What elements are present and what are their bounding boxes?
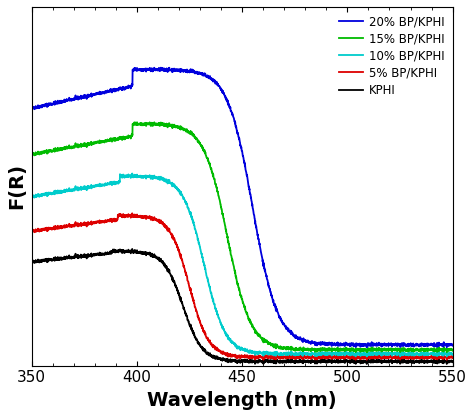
20% BP/KPHI bbox=[28, 106, 34, 111]
15% BP/KPHI bbox=[450, 348, 456, 353]
Line: 15% BP/KPHI: 15% BP/KPHI bbox=[31, 122, 453, 352]
10% BP/KPHI bbox=[28, 193, 34, 198]
5% BP/KPHI bbox=[234, 354, 239, 359]
15% BP/KPHI bbox=[50, 148, 56, 153]
5% BP/KPHI bbox=[438, 354, 444, 359]
10% BP/KPHI bbox=[360, 352, 366, 357]
20% BP/KPHI bbox=[50, 101, 56, 106]
Line: KPHI: KPHI bbox=[31, 249, 453, 364]
20% BP/KPHI bbox=[234, 126, 239, 131]
15% BP/KPHI bbox=[222, 224, 228, 229]
Legend: 20% BP/KPHI, 15% BP/KPHI, 10% BP/KPHI, 5% BP/KPHI, KPHI: 20% BP/KPHI, 15% BP/KPHI, 10% BP/KPHI, 5… bbox=[337, 13, 447, 99]
Y-axis label: F(R): F(R) bbox=[7, 163, 26, 209]
5% BP/KPHI bbox=[444, 357, 449, 362]
5% BP/KPHI bbox=[50, 226, 56, 231]
15% BP/KPHI bbox=[444, 350, 449, 355]
KPHI bbox=[129, 246, 135, 251]
5% BP/KPHI bbox=[450, 355, 456, 360]
10% BP/KPHI bbox=[222, 329, 228, 334]
10% BP/KPHI bbox=[444, 354, 449, 359]
15% BP/KPHI bbox=[28, 151, 34, 156]
15% BP/KPHI bbox=[234, 277, 239, 282]
KPHI bbox=[450, 359, 456, 364]
20% BP/KPHI bbox=[438, 343, 443, 348]
5% BP/KPHI bbox=[438, 355, 443, 360]
20% BP/KPHI bbox=[444, 345, 449, 350]
KPHI bbox=[28, 259, 34, 264]
KPHI bbox=[50, 257, 56, 262]
15% BP/KPHI bbox=[438, 348, 443, 353]
10% BP/KPHI bbox=[438, 352, 443, 357]
15% BP/KPHI bbox=[134, 120, 140, 125]
Line: 5% BP/KPHI: 5% BP/KPHI bbox=[31, 213, 453, 360]
10% BP/KPHI bbox=[50, 191, 56, 196]
10% BP/KPHI bbox=[129, 171, 135, 176]
Line: 10% BP/KPHI: 10% BP/KPHI bbox=[31, 173, 453, 357]
10% BP/KPHI bbox=[450, 352, 456, 357]
20% BP/KPHI bbox=[450, 343, 456, 348]
KPHI bbox=[222, 357, 228, 362]
5% BP/KPHI bbox=[129, 211, 135, 216]
KPHI bbox=[234, 359, 239, 364]
KPHI bbox=[444, 362, 449, 367]
10% BP/KPHI bbox=[234, 344, 239, 349]
KPHI bbox=[438, 359, 444, 364]
20% BP/KPHI bbox=[222, 93, 228, 98]
KPHI bbox=[360, 359, 366, 364]
Line: 20% BP/KPHI: 20% BP/KPHI bbox=[31, 68, 453, 347]
10% BP/KPHI bbox=[438, 351, 444, 356]
20% BP/KPHI bbox=[438, 342, 444, 347]
KPHI bbox=[438, 359, 443, 364]
5% BP/KPHI bbox=[222, 351, 228, 356]
15% BP/KPHI bbox=[360, 347, 366, 352]
5% BP/KPHI bbox=[360, 355, 366, 360]
20% BP/KPHI bbox=[158, 65, 164, 70]
X-axis label: Wavelength (nm): Wavelength (nm) bbox=[147, 391, 337, 410]
20% BP/KPHI bbox=[360, 342, 366, 347]
15% BP/KPHI bbox=[438, 347, 444, 352]
5% BP/KPHI bbox=[28, 228, 34, 233]
